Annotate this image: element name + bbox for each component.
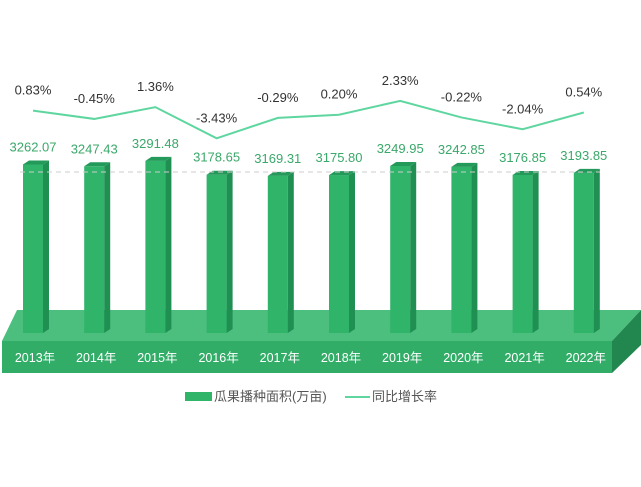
bar-top	[267, 171, 294, 176]
bar-side	[104, 162, 111, 333]
legend-bar-label: 瓜果播种面积(万亩)	[214, 389, 327, 404]
legend-line-label: 同比增长率	[372, 389, 437, 404]
bar-side	[593, 168, 600, 333]
bar-top	[145, 156, 172, 161]
bar-side	[410, 161, 417, 333]
bar	[23, 164, 43, 333]
growth-rate-label: -0.29%	[257, 90, 299, 105]
bar	[451, 166, 472, 333]
x-tick-label: 2014年	[76, 351, 116, 365]
legend: 瓜果播种面积(万亩) 同比增长率	[185, 389, 437, 404]
bar	[145, 160, 166, 333]
growth-rate-label: 1.36%	[137, 79, 174, 94]
platform-front	[2, 341, 612, 373]
bar	[329, 175, 349, 333]
bar-side	[226, 170, 233, 333]
bar	[512, 174, 533, 333]
bar-value-label: 3169.31	[254, 151, 301, 166]
bar	[267, 175, 288, 333]
bar-top	[23, 160, 49, 165]
bar-value-label: 3178.65	[193, 150, 240, 165]
bar-value-label: 3247.43	[71, 141, 118, 156]
bar-value-label: 3242.85	[438, 142, 485, 157]
growth-rate-label: 0.54%	[565, 84, 602, 99]
bar-side	[287, 171, 294, 333]
x-tick-label: 2020年	[443, 351, 483, 365]
bar	[573, 172, 594, 333]
legend-bar-swatch	[185, 392, 212, 401]
x-tick-label: 2021年	[504, 351, 544, 365]
growth-rate-label: -2.04%	[502, 101, 544, 116]
growth-rate-label: -0.22%	[441, 89, 483, 104]
bar-side	[349, 171, 355, 333]
growth-rate-label: -0.45%	[74, 91, 116, 106]
x-tick-label: 2019年	[382, 351, 422, 365]
x-tick-label: 2015年	[137, 351, 177, 365]
x-tick-label: 2013年	[15, 351, 55, 365]
bar-value-label: 3291.48	[132, 136, 179, 151]
bar-side	[471, 162, 478, 333]
growth-rate-label: -3.43%	[196, 110, 238, 125]
growth-rate-label: 0.20%	[321, 87, 358, 102]
bar-value-label: 3175.80	[316, 150, 363, 165]
bar-top	[390, 161, 417, 166]
platform-side	[612, 310, 641, 373]
bar-value-label: 3262.07	[10, 139, 57, 154]
bar-top	[84, 162, 111, 167]
x-tick-label: 2017年	[260, 351, 300, 365]
bar	[84, 166, 105, 333]
bar	[206, 174, 227, 333]
bar-side	[532, 170, 539, 333]
x-tick-label: 2016年	[198, 351, 238, 365]
bar-top	[451, 162, 478, 167]
bar	[390, 165, 411, 333]
bar-value-label: 3193.85	[560, 148, 607, 163]
x-tick-label: 2018年	[321, 351, 361, 365]
growth-rate-label: 0.83%	[15, 83, 52, 98]
bar-side	[165, 156, 172, 333]
bar-side	[43, 160, 49, 333]
bar-value-label: 3249.95	[377, 141, 424, 156]
x-tick-label: 2022年	[566, 351, 606, 365]
growth-rate-line	[32, 99, 585, 140]
bar-value-label: 3176.85	[499, 150, 546, 165]
growth-rate-label: 2.33%	[382, 73, 419, 88]
